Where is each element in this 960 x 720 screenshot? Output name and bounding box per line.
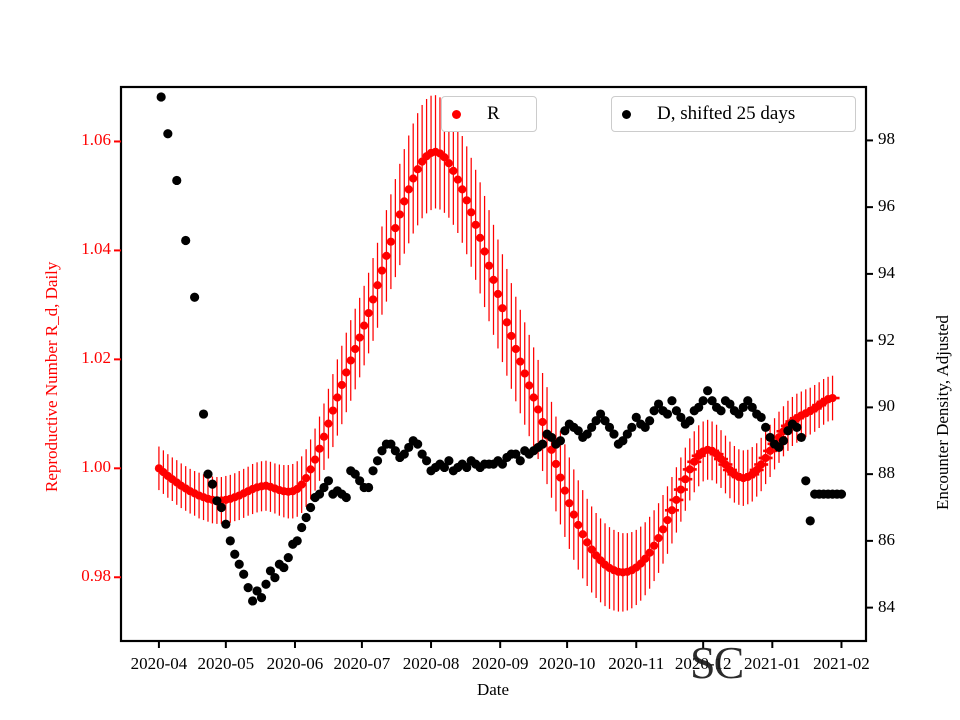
x-tick-0: 2020-04 xyxy=(130,654,188,673)
legend-label-d: D, shifted 25 days xyxy=(657,103,796,124)
series-r-errorbars xyxy=(158,95,834,612)
x-tick-1: 2020-05 xyxy=(197,654,255,673)
y-tick-left-3: 1.04 xyxy=(81,239,111,259)
x-tick-7: 2020-11 xyxy=(608,654,665,673)
y-tick-right-7: 98 xyxy=(878,129,895,149)
x-tick-4: 2020-08 xyxy=(402,654,460,673)
y-tick-right-0: 84 xyxy=(878,596,895,616)
x-axis-title: Date xyxy=(476,680,510,699)
y-tick-right-2: 88 xyxy=(878,463,895,483)
legend-label-r: R xyxy=(487,103,500,124)
x-tick-2: 2020-06 xyxy=(266,654,324,673)
y-tick-right-1: 86 xyxy=(878,529,895,549)
legend-item-r[interactable]: R xyxy=(441,96,537,132)
x-tick-6: 2020-10 xyxy=(538,654,596,673)
legend-marker-d-icon xyxy=(622,109,631,119)
y-tick-left-2: 1.02 xyxy=(81,348,111,368)
y-tick-right-5: 94 xyxy=(878,262,895,282)
legend-marker-r-icon xyxy=(452,109,461,119)
y-tick-left-4: 1.06 xyxy=(81,130,111,150)
y-tick-right-6: 96 xyxy=(878,196,895,216)
x-tick-8: 2020-12 xyxy=(674,654,732,673)
y-tick-right-4: 92 xyxy=(878,329,895,349)
y-tick-left-1: 1.00 xyxy=(81,457,111,477)
x-tick-9: 2021-01 xyxy=(743,654,801,673)
x-tick-10: 2021-02 xyxy=(813,654,870,673)
y-tick-left-0: 0.98 xyxy=(81,566,111,586)
x-tick-5: 2020-09 xyxy=(471,654,529,673)
y-tick-right-3: 90 xyxy=(878,396,895,416)
legend-item-d[interactable]: D, shifted 25 days xyxy=(611,96,856,132)
x-tick-3: 2020-07 xyxy=(333,654,391,673)
y-axis-right-title: Encounter Density, Adjusted xyxy=(933,315,952,510)
series-d-markers xyxy=(156,92,847,606)
